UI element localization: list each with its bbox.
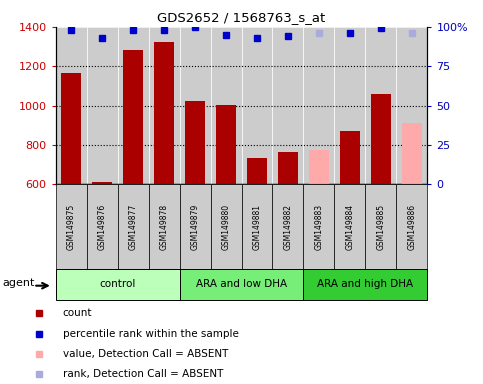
Bar (334, 184, 366, 269)
Bar (303, 27, 334, 184)
Bar (56, 269, 180, 300)
Text: GSM149876: GSM149876 (98, 204, 107, 250)
Bar (180, 27, 211, 184)
Bar (211, 27, 242, 184)
Text: value, Detection Call = ABSENT: value, Detection Call = ABSENT (63, 349, 228, 359)
Bar (402, 123, 422, 184)
Text: GSM149884: GSM149884 (345, 204, 355, 250)
Bar (117, 184, 149, 269)
Bar (56, 27, 86, 184)
Bar (303, 184, 334, 269)
Text: GSM149879: GSM149879 (190, 204, 199, 250)
Bar (303, 269, 427, 300)
Text: percentile rank within the sample: percentile rank within the sample (63, 329, 239, 339)
Bar (278, 152, 298, 184)
Bar (309, 150, 329, 184)
Bar (149, 27, 180, 184)
Text: control: control (99, 279, 136, 289)
Bar (397, 184, 427, 269)
Bar (272, 184, 303, 269)
Text: GSM149877: GSM149877 (128, 204, 138, 250)
Bar (397, 27, 427, 184)
Bar (185, 101, 205, 184)
Text: GSM149882: GSM149882 (284, 204, 293, 250)
Bar (247, 158, 267, 184)
Bar (149, 184, 180, 269)
Bar (371, 94, 391, 184)
Bar (61, 73, 81, 184)
Text: GSM149880: GSM149880 (222, 204, 230, 250)
Bar (117, 27, 149, 184)
Bar (272, 27, 303, 184)
Text: agent: agent (3, 278, 35, 288)
Bar (154, 41, 174, 184)
Bar (334, 27, 366, 184)
Bar (366, 184, 397, 269)
Text: GSM149881: GSM149881 (253, 204, 261, 250)
Title: GDS2652 / 1568763_s_at: GDS2652 / 1568763_s_at (157, 11, 326, 24)
Bar (216, 104, 236, 184)
Bar (123, 50, 143, 184)
Text: GSM149875: GSM149875 (67, 204, 75, 250)
Bar (86, 184, 117, 269)
Bar (340, 131, 360, 184)
Text: GSM149883: GSM149883 (314, 204, 324, 250)
Bar (92, 182, 112, 184)
Text: GSM149878: GSM149878 (159, 204, 169, 250)
Bar (56, 184, 86, 269)
Text: GSM149886: GSM149886 (408, 204, 416, 250)
Bar (211, 184, 242, 269)
Text: ARA and low DHA: ARA and low DHA (196, 279, 287, 289)
Text: ARA and high DHA: ARA and high DHA (317, 279, 413, 289)
Bar (86, 27, 117, 184)
Bar (366, 27, 397, 184)
Text: rank, Detection Call = ABSENT: rank, Detection Call = ABSENT (63, 369, 223, 379)
Text: GSM149885: GSM149885 (376, 204, 385, 250)
Text: count: count (63, 308, 92, 318)
Bar (242, 27, 272, 184)
Bar (180, 269, 303, 300)
Bar (180, 184, 211, 269)
Bar (242, 184, 272, 269)
